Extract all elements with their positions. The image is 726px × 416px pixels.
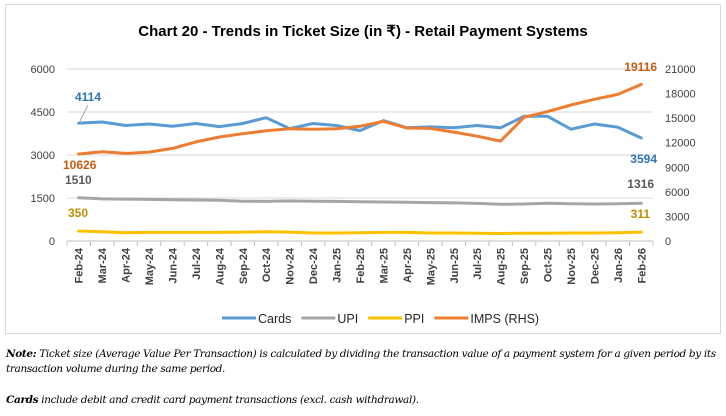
data-label: 19116: [624, 60, 657, 74]
x-axis-tick-label: Nov-24: [285, 247, 297, 285]
right-axis-tick-label: 12000: [665, 138, 696, 150]
cards-note-text: include debit and credit card payment tr…: [38, 394, 419, 406]
left-axis-tick-label: 6000: [31, 64, 55, 76]
x-axis-tick-label: Jun-25: [449, 248, 461, 283]
x-axis-tick-label: Sep-25: [519, 248, 531, 284]
x-axis-tick-label: Aug-25: [496, 248, 508, 285]
x-axis-tick-label: Aug-24: [214, 247, 226, 285]
note-paragraph: Note: Ticket size (Average Value Per Tra…: [6, 347, 722, 377]
legend-label: Cards: [258, 312, 291, 326]
right-axis-tick-label: 3000: [665, 211, 689, 223]
x-axis-tick-label: Apr-24: [121, 247, 133, 283]
series-line-upi: [77, 196, 643, 206]
x-axis-tick-label: Mar-25: [378, 248, 390, 283]
leader-line: [79, 104, 89, 122]
left-axis-tick-label: 0: [49, 236, 55, 248]
data-label: 1316: [627, 177, 654, 191]
legend-label: IMPS (RHS): [470, 312, 539, 326]
x-axis-tick-label: Jul-24: [191, 247, 203, 280]
x-axis-tick-label: Oct-25: [543, 248, 555, 282]
data-label: 10626: [63, 158, 97, 172]
right-axis-tick-label: 0: [665, 236, 671, 248]
x-axis-tick-label: Feb-26: [636, 248, 648, 283]
cards-note-paragraph: Cards include debit and credit card paym…: [6, 393, 722, 408]
data-label: 4114: [75, 90, 101, 104]
x-axis-tick-label: Dec-24: [308, 247, 320, 284]
left-axis-tick-label: 4500: [31, 107, 55, 119]
data-label: 350: [68, 206, 88, 220]
legend-label: UPI: [337, 312, 358, 326]
data-label: 311: [631, 207, 651, 221]
series-line-ppi: [77, 229, 643, 235]
note-lead: Note:: [6, 348, 37, 360]
x-axis-tick-label: Apr-25: [402, 248, 414, 283]
left-axis-tick-label: 1500: [31, 193, 55, 205]
right-axis-tick-label: 21000: [665, 64, 696, 76]
note-text: Ticket size (Average Value Per Transacti…: [6, 348, 716, 375]
x-axis-tick-label: Dec-25: [589, 248, 601, 284]
x-axis-tick-label: May-24: [144, 247, 156, 285]
x-axis-tick-label: Jan-25: [332, 248, 344, 283]
legend-label: PPI: [404, 312, 424, 326]
series-line-imps-rhs: [77, 82, 643, 156]
data-label: 1510: [65, 173, 92, 187]
chart-frame: [5, 4, 721, 334]
x-axis-tick-label: Nov-25: [566, 248, 578, 285]
x-axis-tick-label: Feb-24: [74, 247, 86, 283]
right-axis-tick-label: 9000: [665, 162, 689, 174]
left-axis-tick-label: 3000: [31, 150, 55, 162]
chart-title: Chart 20 - Trends in Ticket Size (in ₹) …: [138, 23, 587, 40]
data-label: 3594: [630, 152, 657, 166]
series-line-cards: [77, 114, 643, 140]
line-chart: Chart 20 - Trends in Ticket Size (in ₹) …: [31, 23, 696, 326]
right-axis-tick-label: 6000: [665, 187, 689, 199]
x-axis-tick-label: Oct-24: [261, 247, 273, 282]
x-axis-tick-label: Jul-25: [472, 248, 484, 280]
x-axis-tick-label: Mar-24: [97, 247, 109, 283]
cards-lead: Cards: [6, 394, 39, 406]
x-axis-tick-label: Jun-24: [167, 247, 179, 283]
x-axis-tick-label: Feb-25: [355, 248, 367, 283]
right-axis-tick-label: 15000: [665, 113, 696, 125]
x-axis-tick-label: Sep-24: [238, 247, 250, 284]
x-axis-tick-label: May-25: [425, 248, 437, 285]
right-axis-tick-label: 18000: [665, 89, 696, 101]
x-axis-tick-label: Jan-26: [613, 248, 625, 283]
